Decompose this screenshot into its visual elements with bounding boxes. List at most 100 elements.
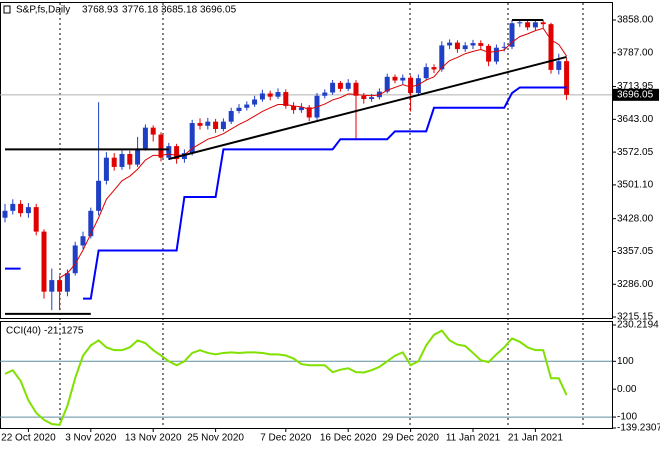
chart-title: S&P,fs,Daily <box>16 5 70 16</box>
x-tick-label: 3 Nov 2020 <box>65 433 117 444</box>
candle-body <box>540 22 546 25</box>
candle-body <box>400 77 406 81</box>
header-high: 3776.18 <box>122 5 159 16</box>
candle-body <box>275 92 281 97</box>
candle-body <box>345 82 351 89</box>
candle-body <box>189 123 195 154</box>
x-tick-label: 13 Nov 2020 <box>125 433 182 444</box>
x-tick-label: 11 Jan 2021 <box>446 433 501 444</box>
candle-body <box>2 210 8 218</box>
y-tick-label: 3501.10 <box>617 180 654 191</box>
y-tick-label: -100 <box>617 412 637 423</box>
candle-body <box>252 99 258 105</box>
candle-body <box>111 157 117 167</box>
y-tick-label: 100 <box>617 356 634 367</box>
cci-value: -21.1275 <box>44 326 84 337</box>
candle-body <box>228 111 234 122</box>
candle-body <box>369 97 375 100</box>
candle-body <box>564 61 570 95</box>
cci-line <box>4 329 568 426</box>
candle-body <box>330 82 336 93</box>
candle-body <box>142 127 148 149</box>
candle-body <box>158 134 164 158</box>
candle-body <box>509 23 515 47</box>
indicator-line <box>59 27 568 279</box>
y-tick-label: -139.2307 <box>617 423 660 434</box>
candle-body <box>267 93 273 97</box>
candle-body <box>49 280 55 292</box>
candle-body <box>64 273 70 292</box>
last-price-box <box>613 88 659 101</box>
y-tick-label: 3286.00 <box>617 279 654 290</box>
candle-body <box>392 76 398 81</box>
symbol-icon <box>3 5 11 14</box>
candle-body <box>353 82 359 96</box>
candle-body <box>454 42 460 50</box>
candle-body <box>72 245 78 274</box>
candle-body <box>486 45 492 62</box>
candle-body <box>361 95 367 100</box>
candle-body <box>213 121 219 130</box>
candle-body <box>88 210 94 237</box>
header-close: 3696.05 <box>200 5 237 16</box>
x-tick-label: 25 Nov 2020 <box>187 433 244 444</box>
candle-body <box>25 207 31 214</box>
candle-body <box>18 203 24 214</box>
candle-body <box>10 203 16 211</box>
candle-body <box>174 146 180 160</box>
candle-body <box>322 92 328 96</box>
candle-body <box>57 280 63 292</box>
candle-body <box>80 236 86 246</box>
candle-body <box>96 180 102 211</box>
candle-body <box>447 42 453 46</box>
candle-body <box>135 148 141 165</box>
x-tick-label: 22 Oct 2020 <box>1 433 56 444</box>
candle-body <box>166 146 172 158</box>
y-tick-label: 230.2194 <box>617 320 659 331</box>
header-open: 3768.93 <box>82 5 119 16</box>
y-tick-label: 3787.00 <box>617 47 654 58</box>
candle-body <box>119 153 125 167</box>
candle-body <box>150 127 156 135</box>
candle-body <box>439 45 445 70</box>
candle-body <box>244 104 250 108</box>
y-tick-label: 0.00 <box>617 384 637 395</box>
candle-body <box>306 107 312 118</box>
candle-body <box>408 77 414 93</box>
y-tick-label: 3357.05 <box>617 246 654 257</box>
candle-body <box>197 123 203 126</box>
candle-body <box>415 78 421 93</box>
candle-body <box>41 231 47 292</box>
candle-body <box>470 43 476 46</box>
trend-line <box>168 55 567 161</box>
candle-body <box>556 61 562 70</box>
last-price-label: 3696.05 <box>617 89 654 100</box>
candle-body <box>431 67 437 70</box>
candle-body <box>220 121 226 130</box>
candle-body <box>423 67 429 79</box>
candle-body <box>33 207 39 232</box>
x-tick-label: 29 Dec 2020 <box>382 433 439 444</box>
candle-body <box>532 22 538 28</box>
x-tick-label: 7 Dec 2020 <box>260 433 312 444</box>
candle-body <box>283 92 289 106</box>
x-tick-label: 21 Jan 2021 <box>508 433 563 444</box>
y-tick-label: 3713.95 <box>617 81 654 92</box>
candle-body <box>384 76 390 92</box>
header-low: 3685.18 <box>161 5 198 16</box>
candle-body <box>259 93 265 100</box>
y-tick-label: 3215.15 <box>617 312 654 323</box>
candle-body <box>291 105 297 111</box>
candle-body <box>103 157 109 181</box>
candle-body <box>298 107 304 111</box>
candle-body <box>478 43 484 46</box>
y-tick-label: 3428.00 <box>617 213 654 224</box>
candle-body <box>205 121 211 126</box>
cci-frame <box>0 321 613 429</box>
candle-body <box>501 46 507 48</box>
candle-body <box>493 47 499 62</box>
cci-label: CCI(40) <box>6 326 41 337</box>
x-tick-label: 16 Dec 2020 <box>320 433 377 444</box>
